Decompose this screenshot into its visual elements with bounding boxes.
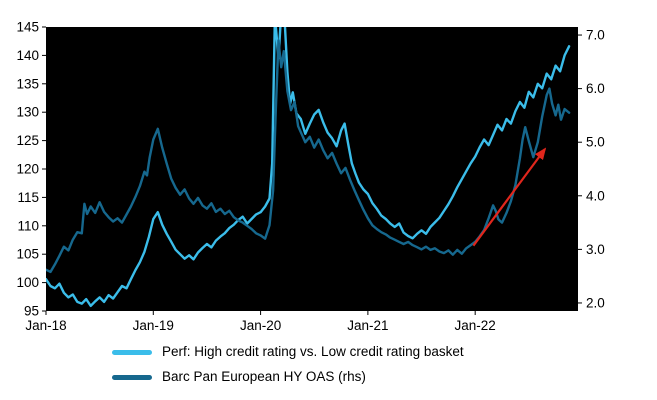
y-left-tick-label: 140: [16, 48, 39, 63]
y-left-tick-label: 120: [16, 162, 39, 177]
legend-label-perf: Perf: High credit rating vs. Low credit …: [162, 344, 464, 359]
y-left-tick-label: 145: [16, 20, 39, 35]
axes: 95 100 105 110 115 120 125 130 135 140 145 2.0 3.0 4.…: [16, 20, 604, 334]
chart-legend: Perf: High credit rating vs. Low credit …: [0, 344, 657, 385]
y-right-tick-label: 2.0: [586, 295, 605, 310]
chart-plot-svg: 95 100 105 110 115 120 125 130 135 140 145 2.0 3.0 4.…: [16, 20, 604, 334]
legend-swatch-perf-line: [112, 349, 152, 355]
y-left-tick-label: 130: [16, 105, 39, 120]
y-left-tick-label: 115: [17, 190, 39, 205]
y-right-tick-label: 4.0: [586, 188, 605, 203]
legend-item-oas: Barc Pan European HY OAS (rhs): [112, 369, 657, 385]
y-left-tick-label: 105: [16, 247, 39, 262]
x-tick-label: Jan-19: [133, 318, 174, 333]
y-right-tick-label: 3.0: [586, 242, 605, 257]
series-group: [46, 27, 571, 308]
legend-swatch-oas-line: [112, 374, 152, 380]
y-left-tick-label: 135: [16, 76, 39, 91]
y-right-tick-label: 7.0: [586, 28, 605, 43]
y-left-tick-label: 125: [16, 133, 39, 148]
series-line-perf: [46, 27, 571, 308]
plot-background: [46, 27, 578, 311]
x-tick-label: Jan-18: [25, 318, 66, 333]
legend-label-oas: Barc Pan European HY OAS (rhs): [162, 369, 366, 385]
y-left-tick-label: 110: [17, 218, 39, 233]
series-line-oas: [46, 39, 571, 274]
y-left-tick-label: 100: [16, 275, 39, 290]
x-tick-label: Jan-22: [455, 318, 496, 333]
legend-item-perf: Perf: High credit rating vs. Low credit …: [112, 344, 657, 360]
y-right-tick-label: 6.0: [586, 81, 605, 96]
y-left-tick-label: 95: [24, 304, 39, 319]
trend-arrow: [472, 147, 547, 247]
x-tick-label: Jan-20: [240, 318, 281, 333]
x-tick-label: Jan-21: [347, 318, 388, 333]
y-right-tick-label: 5.0: [586, 135, 605, 150]
